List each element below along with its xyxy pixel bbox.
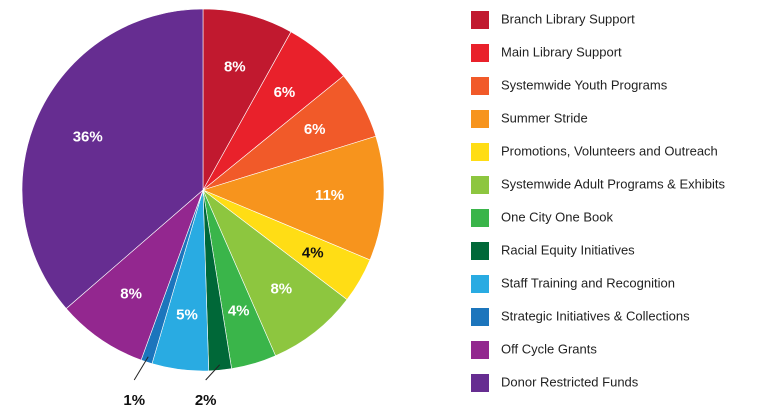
legend-label: One City One Book bbox=[501, 209, 613, 224]
slice-label: 11% bbox=[315, 187, 344, 204]
leader-line bbox=[133, 356, 149, 381]
legend-label: Racial Equity Initiatives bbox=[501, 242, 635, 257]
slice-label: 4% bbox=[302, 244, 324, 261]
legend-label: Strategic Initiatives & Collections bbox=[501, 308, 690, 323]
legend-swatch bbox=[471, 143, 489, 161]
leader-line bbox=[205, 364, 221, 381]
legend-swatch bbox=[471, 275, 489, 293]
slice-label: 2% bbox=[195, 392, 217, 409]
legend-label: Donor Restricted Funds bbox=[501, 374, 639, 389]
legend-label: Systemwide Adult Programs & Exhibits bbox=[501, 176, 725, 191]
slice-label: 8% bbox=[120, 285, 142, 302]
pie-slice bbox=[202, 8, 292, 192]
legend-swatch bbox=[471, 341, 489, 359]
legend-label: Systemwide Youth Programs bbox=[501, 77, 668, 92]
slice-label: 1% bbox=[123, 392, 145, 409]
slice-label: 8% bbox=[224, 58, 246, 75]
pie-slice bbox=[65, 189, 204, 361]
legend-swatch bbox=[471, 110, 489, 128]
legend-swatch bbox=[471, 308, 489, 326]
legend-swatch bbox=[471, 44, 489, 62]
legend-label: Promotions, Volunteers and Outreach bbox=[501, 143, 718, 158]
legend-label: Summer Stride bbox=[501, 110, 588, 125]
slice-label: 4% bbox=[228, 303, 250, 320]
pie-slice bbox=[21, 8, 204, 309]
slice-label: 5% bbox=[176, 307, 198, 324]
legend-swatch bbox=[471, 374, 489, 392]
legend-label: Branch Library Support bbox=[501, 11, 635, 26]
slice-label: 6% bbox=[274, 84, 296, 101]
legend-swatch bbox=[471, 77, 489, 95]
slice-label: 6% bbox=[304, 121, 326, 138]
pie-slice bbox=[202, 189, 348, 357]
legend-label: Main Library Support bbox=[501, 44, 622, 59]
slice-label: 36% bbox=[73, 128, 103, 145]
legend-label: Off Cycle Grants bbox=[501, 341, 597, 356]
legend-swatch bbox=[471, 176, 489, 194]
pie-slice bbox=[202, 135, 385, 261]
legend-swatch bbox=[471, 242, 489, 260]
slice-label: 8% bbox=[270, 281, 292, 298]
legend-swatch bbox=[471, 209, 489, 227]
legend-label: Staff Training and Recognition bbox=[501, 275, 675, 290]
legend-swatch bbox=[471, 11, 489, 29]
